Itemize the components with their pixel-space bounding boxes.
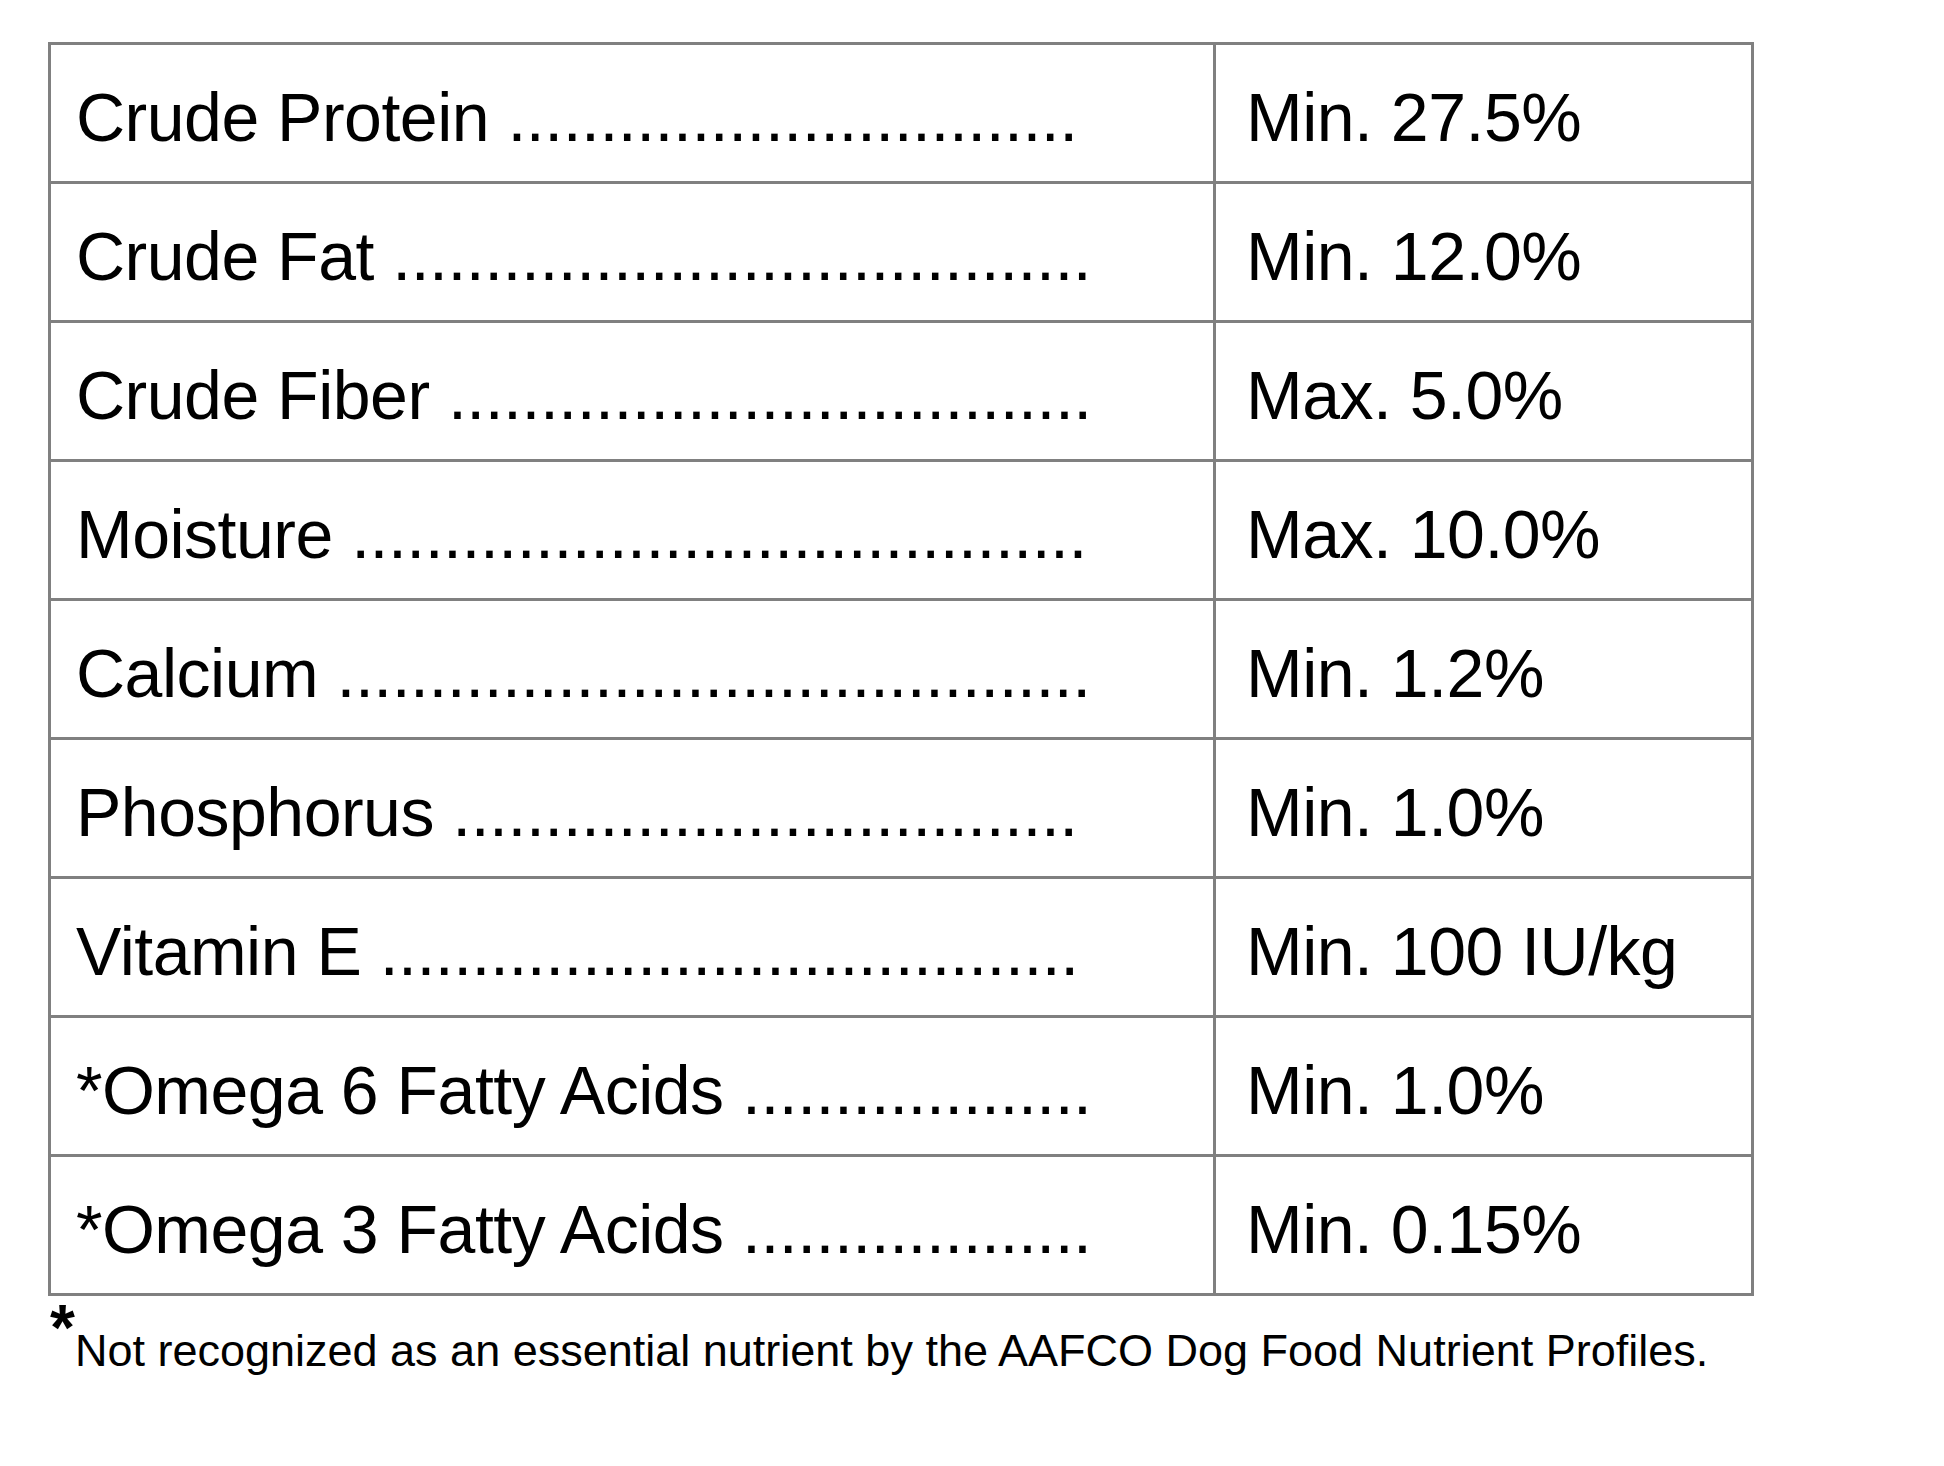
nutrient-name: *Omega 6 Fatty Acids	[76, 1052, 724, 1128]
nutrient-value-cell: Min. 1.0%	[1215, 1017, 1753, 1156]
nutrient-name-cell: *Omega 3 Fatty Acids ...................	[50, 1156, 1215, 1295]
nutrient-name: Crude Fat	[76, 218, 374, 294]
nutrient-value-cell: Min. 100 IU/kg	[1215, 878, 1753, 1017]
footnote: *Not recognized as an essential nutrient…	[50, 1322, 1708, 1381]
table-row: Vitamin E ..............................…	[50, 878, 1753, 1017]
table-row: Calcium ................................…	[50, 600, 1753, 739]
nutrient-value: Min. 100 IU/kg	[1246, 913, 1677, 989]
nutrient-name-cell: Phosphorus .............................…	[50, 739, 1215, 878]
dot-leader: ........................................…	[318, 635, 1091, 711]
nutrient-name: Phosphorus	[76, 774, 434, 850]
table-row: Phosphorus .............................…	[50, 739, 1753, 878]
nutrient-name: Crude Protein	[76, 79, 489, 155]
nutrient-name: *Omega 3 Fatty Acids	[76, 1191, 724, 1267]
nutrient-name-cell: Calcium ................................…	[50, 600, 1215, 739]
footnote-text: Not recognized as an essential nutrient …	[75, 1325, 1708, 1376]
nutrient-name-cell: *Omega 6 Fatty Acids ...................	[50, 1017, 1215, 1156]
dot-leader: ......................................	[361, 913, 1078, 989]
nutrient-value-cell: Min. 1.0%	[1215, 739, 1753, 878]
nutrient-name-cell: Crude Fiber ............................…	[50, 322, 1215, 461]
table-row: *Omega 6 Fatty Acids ...................…	[50, 1017, 1753, 1156]
nutrient-name: Calcium	[76, 635, 318, 711]
nutrient-value: Max. 5.0%	[1246, 357, 1563, 433]
nutrient-name-cell: Crude Fat ..............................…	[50, 183, 1215, 322]
nutrient-value: Min. 1.2%	[1246, 635, 1544, 711]
nutrient-value-cell: Min. 0.15%	[1215, 1156, 1753, 1295]
nutrient-name: Moisture	[76, 496, 333, 572]
nutrient-value-cell: Min. 1.2%	[1215, 600, 1753, 739]
nutrient-value: Min. 12.0%	[1246, 218, 1581, 294]
nutrient-value: Min. 0.15%	[1246, 1191, 1581, 1267]
asterisk-marker: *	[50, 1292, 75, 1364]
table-row: *Omega 3 Fatty Acids ...................…	[50, 1156, 1753, 1295]
nutrient-name: Vitamin E	[76, 913, 361, 989]
nutrient-name-cell: Crude Protein ..........................…	[50, 44, 1215, 183]
dot-leader: ...............................	[489, 79, 1078, 155]
nutrient-value-cell: Min. 12.0%	[1215, 183, 1753, 322]
nutrient-name-cell: Moisture ...............................…	[50, 461, 1215, 600]
nutrient-value: Min. 1.0%	[1246, 774, 1544, 850]
nutrient-value-cell: Min. 27.5%	[1215, 44, 1753, 183]
table-row: Crude Fiber ............................…	[50, 322, 1753, 461]
table-row: Crude Fat ..............................…	[50, 183, 1753, 322]
nutrient-value: Max. 10.0%	[1246, 496, 1600, 572]
nutrient-value-cell: Max. 10.0%	[1215, 461, 1753, 600]
dot-leader: ...................	[724, 1191, 1092, 1267]
dot-leader: ........................................	[333, 496, 1087, 572]
nutrient-value: Min. 1.0%	[1246, 1052, 1544, 1128]
page: Crude Protein ..........................…	[0, 0, 1944, 1466]
table-row: Crude Protein ..........................…	[50, 44, 1753, 183]
dot-leader: ......................................	[374, 218, 1091, 294]
dot-leader: ...................	[724, 1052, 1092, 1128]
dot-leader: ..................................	[434, 774, 1078, 850]
nutrient-name: Crude Fiber	[76, 357, 430, 433]
guaranteed-analysis-table: Crude Protein ..........................…	[48, 42, 1754, 1296]
nutrient-value-cell: Max. 5.0%	[1215, 322, 1753, 461]
nutrient-value: Min. 27.5%	[1246, 79, 1581, 155]
table-row: Moisture ...............................…	[50, 461, 1753, 600]
dot-leader: ...................................	[430, 357, 1092, 433]
nutrient-name-cell: Vitamin E ..............................…	[50, 878, 1215, 1017]
